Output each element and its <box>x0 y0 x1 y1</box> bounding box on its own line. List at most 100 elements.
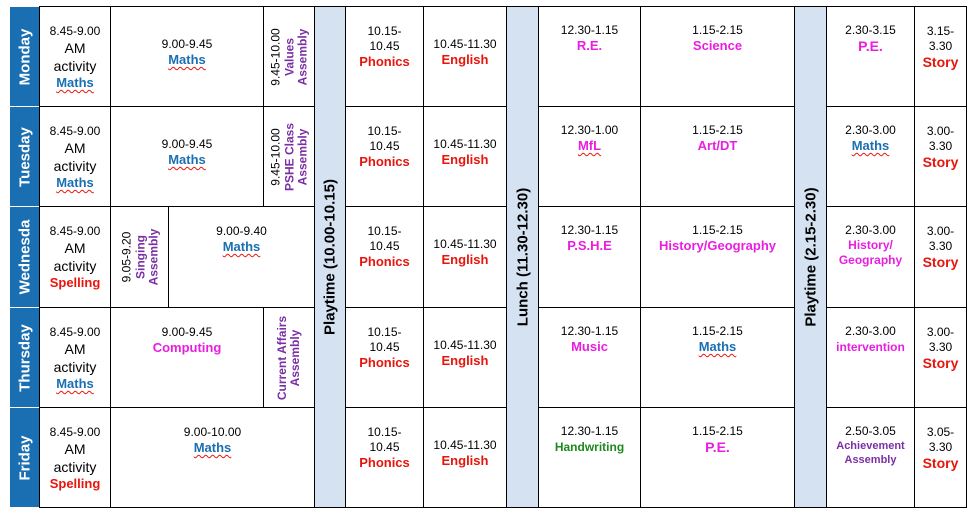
time-label: 3.30 <box>928 39 953 53</box>
subject-label: Art/DT <box>697 138 738 153</box>
time-label: 10.45-11.30 <box>433 438 497 452</box>
lesson-cell: 9.00-9.40 Maths <box>168 206 315 308</box>
time-label: 12.30-1.00 <box>560 123 619 137</box>
time-label: 3.30 <box>928 440 953 454</box>
time-label: 3.00- <box>926 325 955 339</box>
lesson-cell: 9.00-10.00 Maths <box>110 407 315 508</box>
time-label: 10.45-11.30 <box>433 37 497 51</box>
time-label: 9.45-10.00 <box>268 27 283 86</box>
time-label: 12.30-1.15 <box>560 324 619 338</box>
pm-lesson-1-cell: 12.30-1.15 Handwriting <box>538 407 641 508</box>
assembly-cell: 9.45-10.00 PSHE Class Assembly <box>263 106 315 207</box>
break-label: Playtime (10.00-10.15) <box>321 179 339 335</box>
pm-lesson-1-cell: 12.30-1.15 Music <box>538 307 641 408</box>
subject-label: Story <box>922 355 959 371</box>
day-text: Friday <box>16 434 33 481</box>
am-label: AM <box>64 441 86 457</box>
time-label: 10.45 <box>369 139 400 153</box>
time-label: 10.45 <box>369 239 400 253</box>
subject-label: Maths <box>698 339 737 354</box>
subject-label: P.S.H.E <box>567 238 612 253</box>
subject-label: Assembly <box>844 454 897 466</box>
break-label: Lunch (11.30-12.30) <box>514 187 531 327</box>
assembly-name: Assembly <box>295 28 310 85</box>
time-label: 1.15-2.15 <box>692 23 743 37</box>
pm-lesson-3-cell: 2.30-3.00 Maths <box>826 106 915 207</box>
assembly-name: Singing <box>133 235 147 280</box>
day-text: Thursday <box>16 323 33 392</box>
time-label: 9.45-10.00 <box>268 127 283 186</box>
time-label: 10.15- <box>367 425 402 439</box>
subject-label: Spelling <box>49 275 101 290</box>
assembly-text: 9.45-10.00 PSHE Class Assembly <box>269 122 310 190</box>
am-activity-cell: 8.45-9.00 AM activity Maths <box>39 6 111 107</box>
subject-label: Story <box>922 54 959 70</box>
pm-lesson-2-cell: 1.15-2.15 Science <box>640 6 795 107</box>
subject-label: Phonics <box>359 54 410 69</box>
phonics-cell: 10.15- 10.45 Phonics <box>345 307 424 408</box>
phonics-cell: 10.15- 10.45 Phonics <box>345 407 424 508</box>
phonics-cell: 10.15- 10.45 Phonics <box>345 106 424 207</box>
time-label: 10.15- <box>367 325 402 339</box>
assembly-text: 9.05-9.20 Singing Assembly <box>119 229 160 286</box>
story-cell: 3.05- 3.30 Story <box>914 407 967 508</box>
subject-label: English <box>441 52 489 67</box>
subject-label: P.E. <box>858 38 883 54</box>
playtime-morning-column: Playtime (10.00-10.15) <box>314 6 346 508</box>
am-activity-cell: 8.45-9.00 AM activity Spelling <box>39 206 111 308</box>
am-label: AM <box>64 140 86 156</box>
subject-label: English <box>441 453 489 468</box>
activity-label: activity <box>53 359 97 375</box>
assembly-name: Assembly <box>146 228 160 286</box>
subject-label: Maths <box>193 440 232 455</box>
phonics-cell: 10.15- 10.45 Phonics <box>345 6 424 107</box>
subject-label: P.E. <box>705 439 730 455</box>
am-label: AM <box>64 341 86 357</box>
assembly-cell: 9.45-10.00 Values Assembly <box>263 6 315 107</box>
subject-label: Story <box>922 154 959 170</box>
pm-lesson-3-cell: 2.30-3.00 History/ Geography <box>826 206 915 308</box>
time-label: 3.30 <box>928 139 953 153</box>
day-label-thursday: Thursday <box>9 307 40 408</box>
story-cell: 3.00- 3.30 Story <box>914 106 967 207</box>
day-text: Wednesda <box>16 219 33 295</box>
subject-label: Spelling <box>49 476 101 491</box>
day-label-wednesday: Wednesda <box>9 206 40 308</box>
day-label-monday: Monday <box>9 6 40 107</box>
time-label: 10.45-11.30 <box>433 338 497 352</box>
time-label: 10.45 <box>369 39 400 53</box>
pm-lesson-1-cell: 12.30-1.15 R.E. <box>538 6 641 107</box>
subject-label: Phonics <box>359 254 410 269</box>
time-label: 10.15- <box>367 224 402 238</box>
subject-label: Phonics <box>359 154 410 169</box>
english-cell: 10.45-11.30 English <box>423 6 507 107</box>
subject-label: MfL <box>577 138 602 153</box>
english-cell: 10.45-11.30 English <box>423 307 507 408</box>
time-label: 10.15- <box>367 124 402 138</box>
singing-assembly-cell: 9.05-9.20 Singing Assembly <box>110 206 169 308</box>
subject-label: Phonics <box>359 455 410 470</box>
time-label: 3.00- <box>926 224 955 238</box>
story-cell: 3.00- 3.30 Story <box>914 307 967 408</box>
pm-lesson-2-cell: 1.15-2.15 Art/DT <box>640 106 795 207</box>
day-label-tuesday: Tuesday <box>9 106 40 207</box>
time-label: 8.45-9.00 <box>49 224 101 238</box>
lesson-cell: 9.00-9.45 Maths <box>110 6 264 107</box>
day-text: Tuesday <box>16 126 33 187</box>
pm-lesson-1-cell: 12.30-1.15 P.S.H.E <box>538 206 641 308</box>
time-label: 2.30-3.00 <box>845 324 896 338</box>
subject-label: Story <box>922 455 959 471</box>
subject-label: Maths <box>56 75 94 90</box>
subject-label: Maths <box>56 175 94 190</box>
english-cell: 10.45-11.30 English <box>423 206 507 308</box>
time-label: 9.00-9.45 <box>161 37 213 51</box>
time-label: 3.05- <box>926 425 955 439</box>
subject-label: English <box>441 152 489 167</box>
subject-label: English <box>441 353 489 368</box>
english-cell: 10.45-11.30 English <box>423 106 507 207</box>
subject-label: Geography <box>838 253 903 267</box>
english-cell: 10.45-11.30 English <box>423 407 507 508</box>
time-label: 9.00-9.45 <box>161 137 213 151</box>
assembly-text: 9.45-10.00 Values Assembly <box>269 28 310 85</box>
pm-lesson-3-cell: 2.50-3.05 Achievement Assembly <box>826 407 915 508</box>
